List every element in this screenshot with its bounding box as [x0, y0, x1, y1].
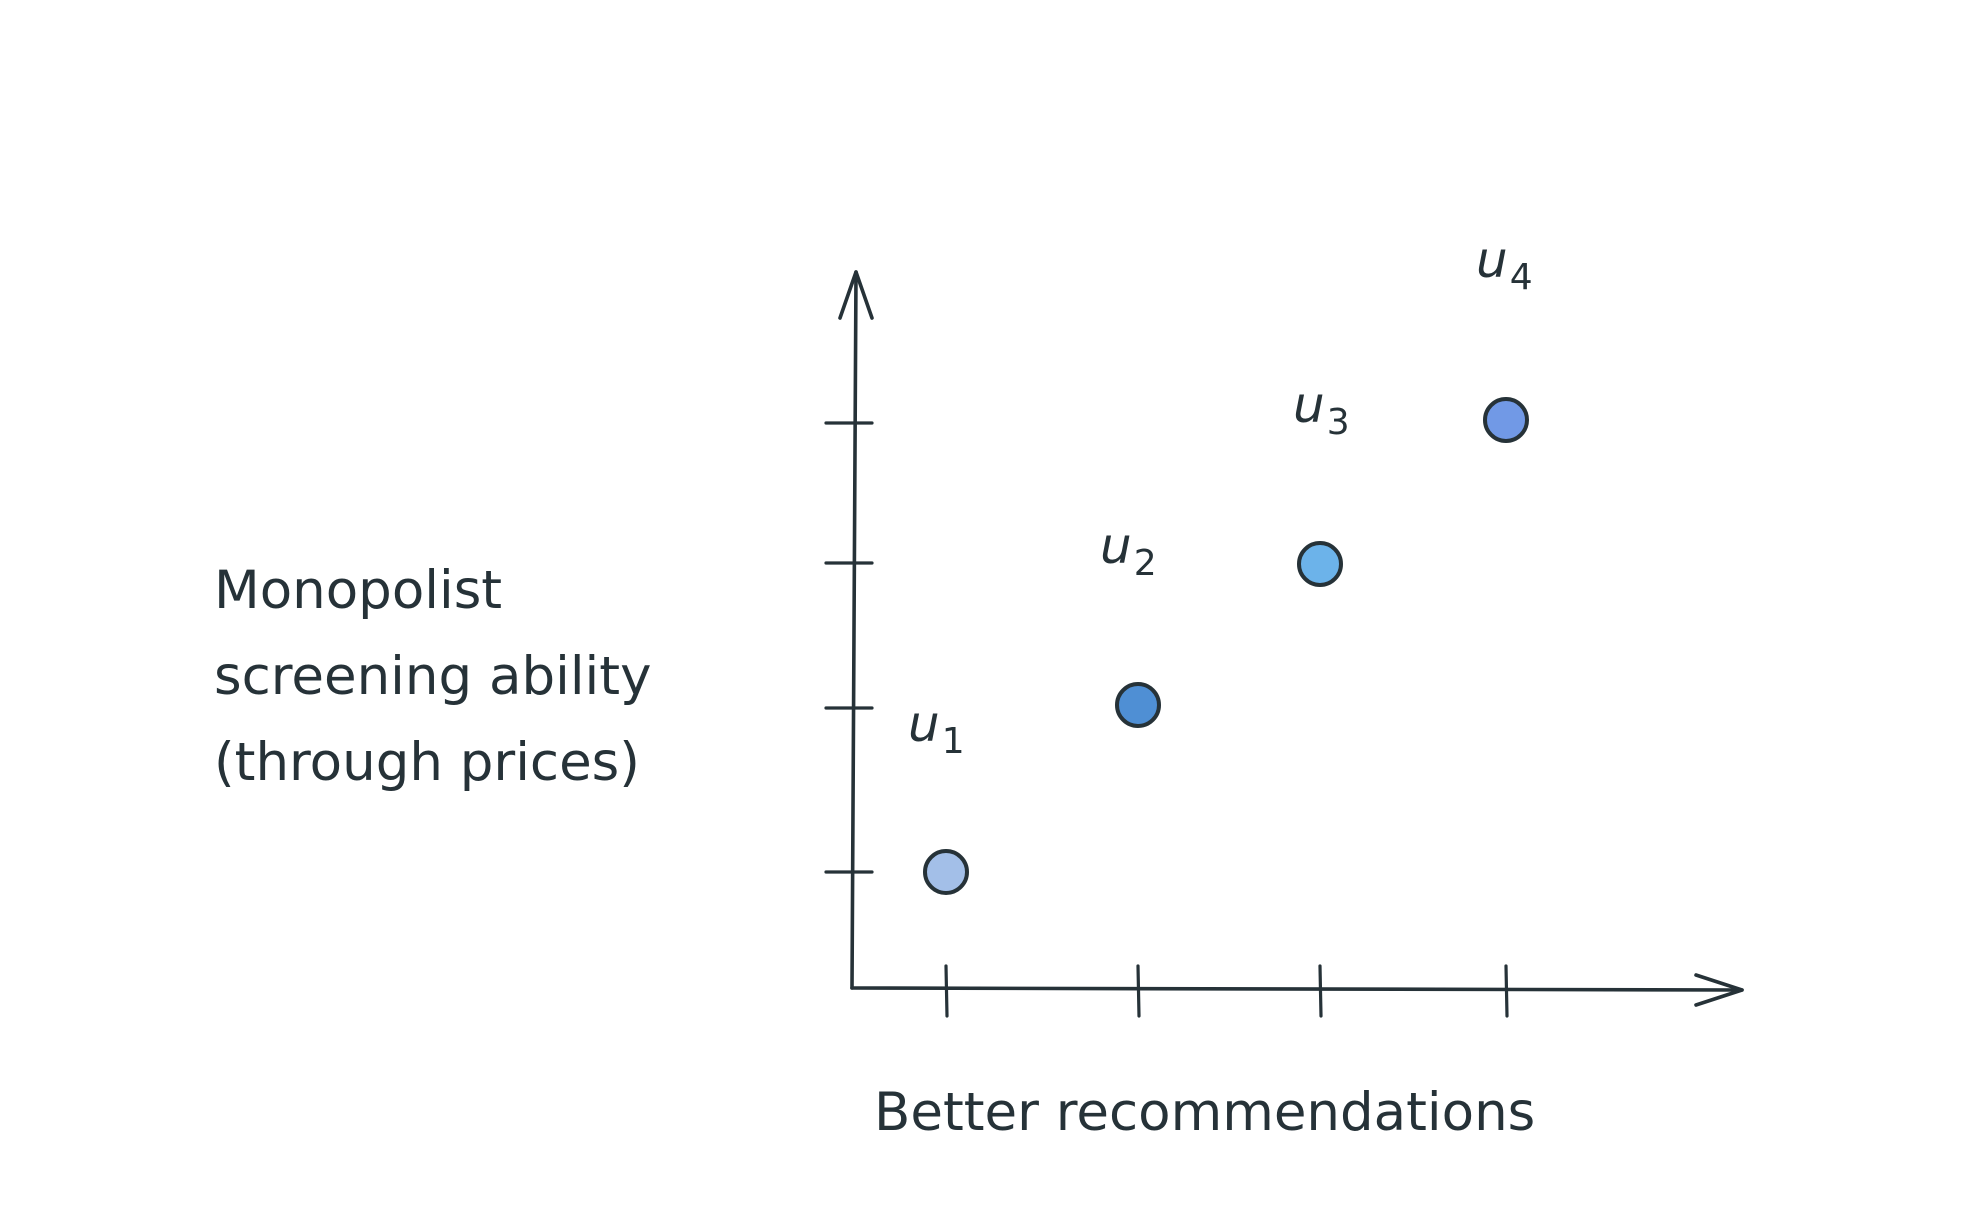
axes — [838, 270, 1744, 1007]
point-u2 — [1115, 682, 1161, 728]
point-label-u3: u3 — [1293, 376, 1350, 443]
point-label-base: u — [1476, 231, 1508, 289]
point-u1 — [923, 849, 969, 895]
x-axis-arrowhead — [1694, 973, 1744, 1007]
point-label-base: u — [1293, 376, 1325, 434]
point-label-u2: u2 — [1100, 517, 1157, 584]
y-axis-label-line-3: (through prices) — [214, 732, 640, 793]
point-label-base: u — [908, 695, 940, 753]
x-tick-4 — [1504, 964, 1509, 1018]
y-axis-label-line-2: screening ability — [214, 646, 651, 707]
point-u4 — [1483, 397, 1529, 443]
y-axis-label-line-1: Monopolist — [214, 560, 502, 621]
point-label-base: u — [1100, 517, 1132, 575]
point-label-u4: u4 — [1476, 231, 1533, 298]
x-tick-1 — [944, 964, 949, 1018]
x-axis-label: Better recommendations — [874, 1082, 1535, 1143]
y-axis-label: Monopolist screening ability (through pr… — [214, 560, 668, 793]
x-axis-line — [850, 986, 1744, 992]
point-u3 — [1297, 541, 1343, 587]
point-label-subscript: 1 — [942, 721, 965, 762]
point-label-subscript: 3 — [1327, 402, 1350, 443]
point-label-subscript: 2 — [1134, 543, 1157, 584]
x-tick-2 — [1136, 964, 1141, 1018]
x-tick-3 — [1318, 964, 1323, 1018]
y-axis-arrowhead — [838, 270, 874, 320]
point-label-subscript: 4 — [1510, 257, 1533, 298]
y-axis-line — [850, 270, 858, 990]
point-label-u1: u1 — [908, 695, 965, 762]
ticks — [824, 421, 1509, 1018]
